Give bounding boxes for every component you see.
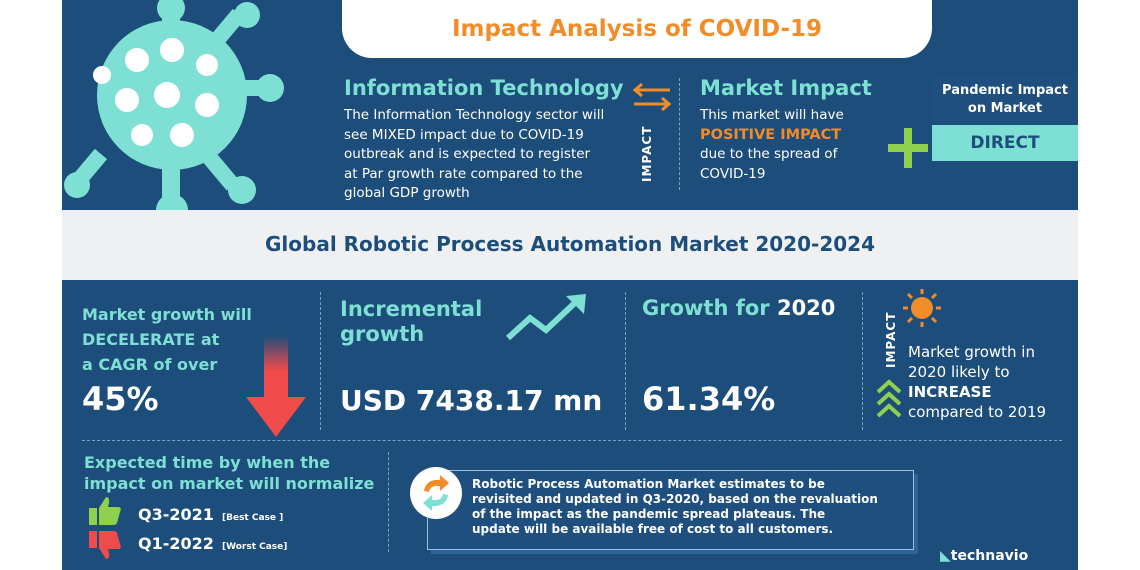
it-heading: Information Technology xyxy=(344,76,624,100)
normalize-line: Expected time by when the xyxy=(84,453,331,472)
plus-icon xyxy=(888,128,928,168)
impact-right-line: 2020 likely to xyxy=(908,363,1010,381)
pandemic-impact-heading: Pandemic Impact on Market xyxy=(932,78,1078,122)
it-line: global GDP growth xyxy=(344,185,470,201)
note-line: revisited and updated in Q3-2020, based … xyxy=(472,492,878,506)
cagr-line: DECELERATE at xyxy=(82,330,220,349)
market-impact-description: This market will have POSITIVE IMPACT du… xyxy=(700,106,900,184)
market-impact-line: This market will have xyxy=(700,107,844,123)
worst-case-tag: [Worst Case] xyxy=(222,542,288,552)
technavio-logo: ◣technavio xyxy=(940,548,1028,564)
impact-right-line: compared to 2019 xyxy=(908,403,1047,421)
sun-icon xyxy=(903,289,941,327)
divider xyxy=(679,78,680,190)
thumbs-up-icon xyxy=(89,497,121,525)
it-line: The Information Technology sector will xyxy=(344,107,605,123)
growth-label: Growth for xyxy=(642,296,777,320)
note-line: update will be available free of cost to… xyxy=(472,522,834,536)
pandemic-heading-line: Pandemic Impact xyxy=(942,83,1068,98)
market-title-band: Global Robotic Process Automation Market… xyxy=(62,210,1078,280)
divider xyxy=(82,440,1062,441)
growth-2020-heading: Growth for 2020 xyxy=(642,296,835,320)
title-box: Impact Analysis of COVID-19 xyxy=(342,0,932,58)
it-line: see MIXED impact due to COVID-19 xyxy=(344,126,584,143)
increase-highlight: INCREASE xyxy=(908,383,992,401)
divider xyxy=(862,292,863,430)
brand-name: technavio xyxy=(950,548,1029,564)
normalize-heading: Expected time by when the impact on mark… xyxy=(84,452,374,494)
incremental-heading: Incremental growth xyxy=(340,297,482,347)
impact-vertical-label: IMPACT xyxy=(884,311,898,368)
worst-case-row: Q1-2022 [Worst Case] xyxy=(138,534,287,553)
logo-mark-icon: ◣ xyxy=(940,548,951,564)
market-impact-line: due to the spread of xyxy=(700,146,838,162)
market-title: Global Robotic Process Automation Market… xyxy=(265,232,875,256)
thumbs-down-icon xyxy=(89,531,121,559)
pandemic-impact-value: DIRECT xyxy=(932,125,1078,161)
incremental-line: growth xyxy=(340,322,425,346)
impact-vertical-label: IMPACT xyxy=(640,125,654,182)
cagr-line: Market growth will xyxy=(82,305,252,324)
it-description: The Information Technology sector will s… xyxy=(344,106,644,204)
chevrons-up-icon xyxy=(876,379,902,418)
cagr-description: Market growth will DECELERATE at a CAGR … xyxy=(82,302,252,377)
exchange-arrows-icon xyxy=(632,82,672,112)
note-line: Robotic Process Automation Market estima… xyxy=(472,477,825,491)
impact-right-description: Market growth in 2020 likely to INCREASE… xyxy=(908,342,1046,422)
divider xyxy=(625,292,626,430)
note-line: of the impact as the pandemic spread pla… xyxy=(472,507,826,521)
divider xyxy=(388,452,389,552)
normalize-line: impact on market will normalize xyxy=(84,474,375,493)
growth-trend-icon xyxy=(505,294,586,341)
positive-impact-highlight: POSITIVE IMPACT xyxy=(700,126,842,143)
incremental-value: USD 7438.17 mn xyxy=(340,384,603,417)
update-note: Robotic Process Automation Market estima… xyxy=(410,467,914,550)
market-impact-heading: Market Impact xyxy=(700,76,872,100)
best-case-row: Q3-2021 [Best Case ] xyxy=(138,505,283,524)
it-line: outbreak and is expected to register xyxy=(344,146,591,162)
best-case-tag: [Best Case ] xyxy=(222,513,284,523)
growth-year: 2020 xyxy=(776,296,836,320)
growth-2020-value: 61.34% xyxy=(642,380,776,418)
impact-right-line: Market growth in xyxy=(908,343,1035,361)
update-note-text: Robotic Process Automation Market estima… xyxy=(472,477,902,537)
divider xyxy=(320,292,321,430)
pandemic-heading-line: on Market xyxy=(967,101,1043,116)
page-title: Impact Analysis of COVID-19 xyxy=(451,16,823,42)
incremental-line: Incremental xyxy=(340,297,483,321)
infographic: Impact Analysis of COVID-19 Information … xyxy=(62,0,1078,570)
cagr-line: a CAGR of over xyxy=(82,355,218,374)
refresh-icon xyxy=(410,467,462,519)
best-case-date: Q3-2021 xyxy=(138,505,214,524)
cagr-value: 45% xyxy=(82,380,159,418)
it-line: at Par growth rate compared to the xyxy=(344,165,583,182)
worst-case-date: Q1-2022 xyxy=(138,534,214,553)
down-arrow-icon xyxy=(246,335,306,437)
market-impact-line: COVID-19 xyxy=(700,165,766,182)
